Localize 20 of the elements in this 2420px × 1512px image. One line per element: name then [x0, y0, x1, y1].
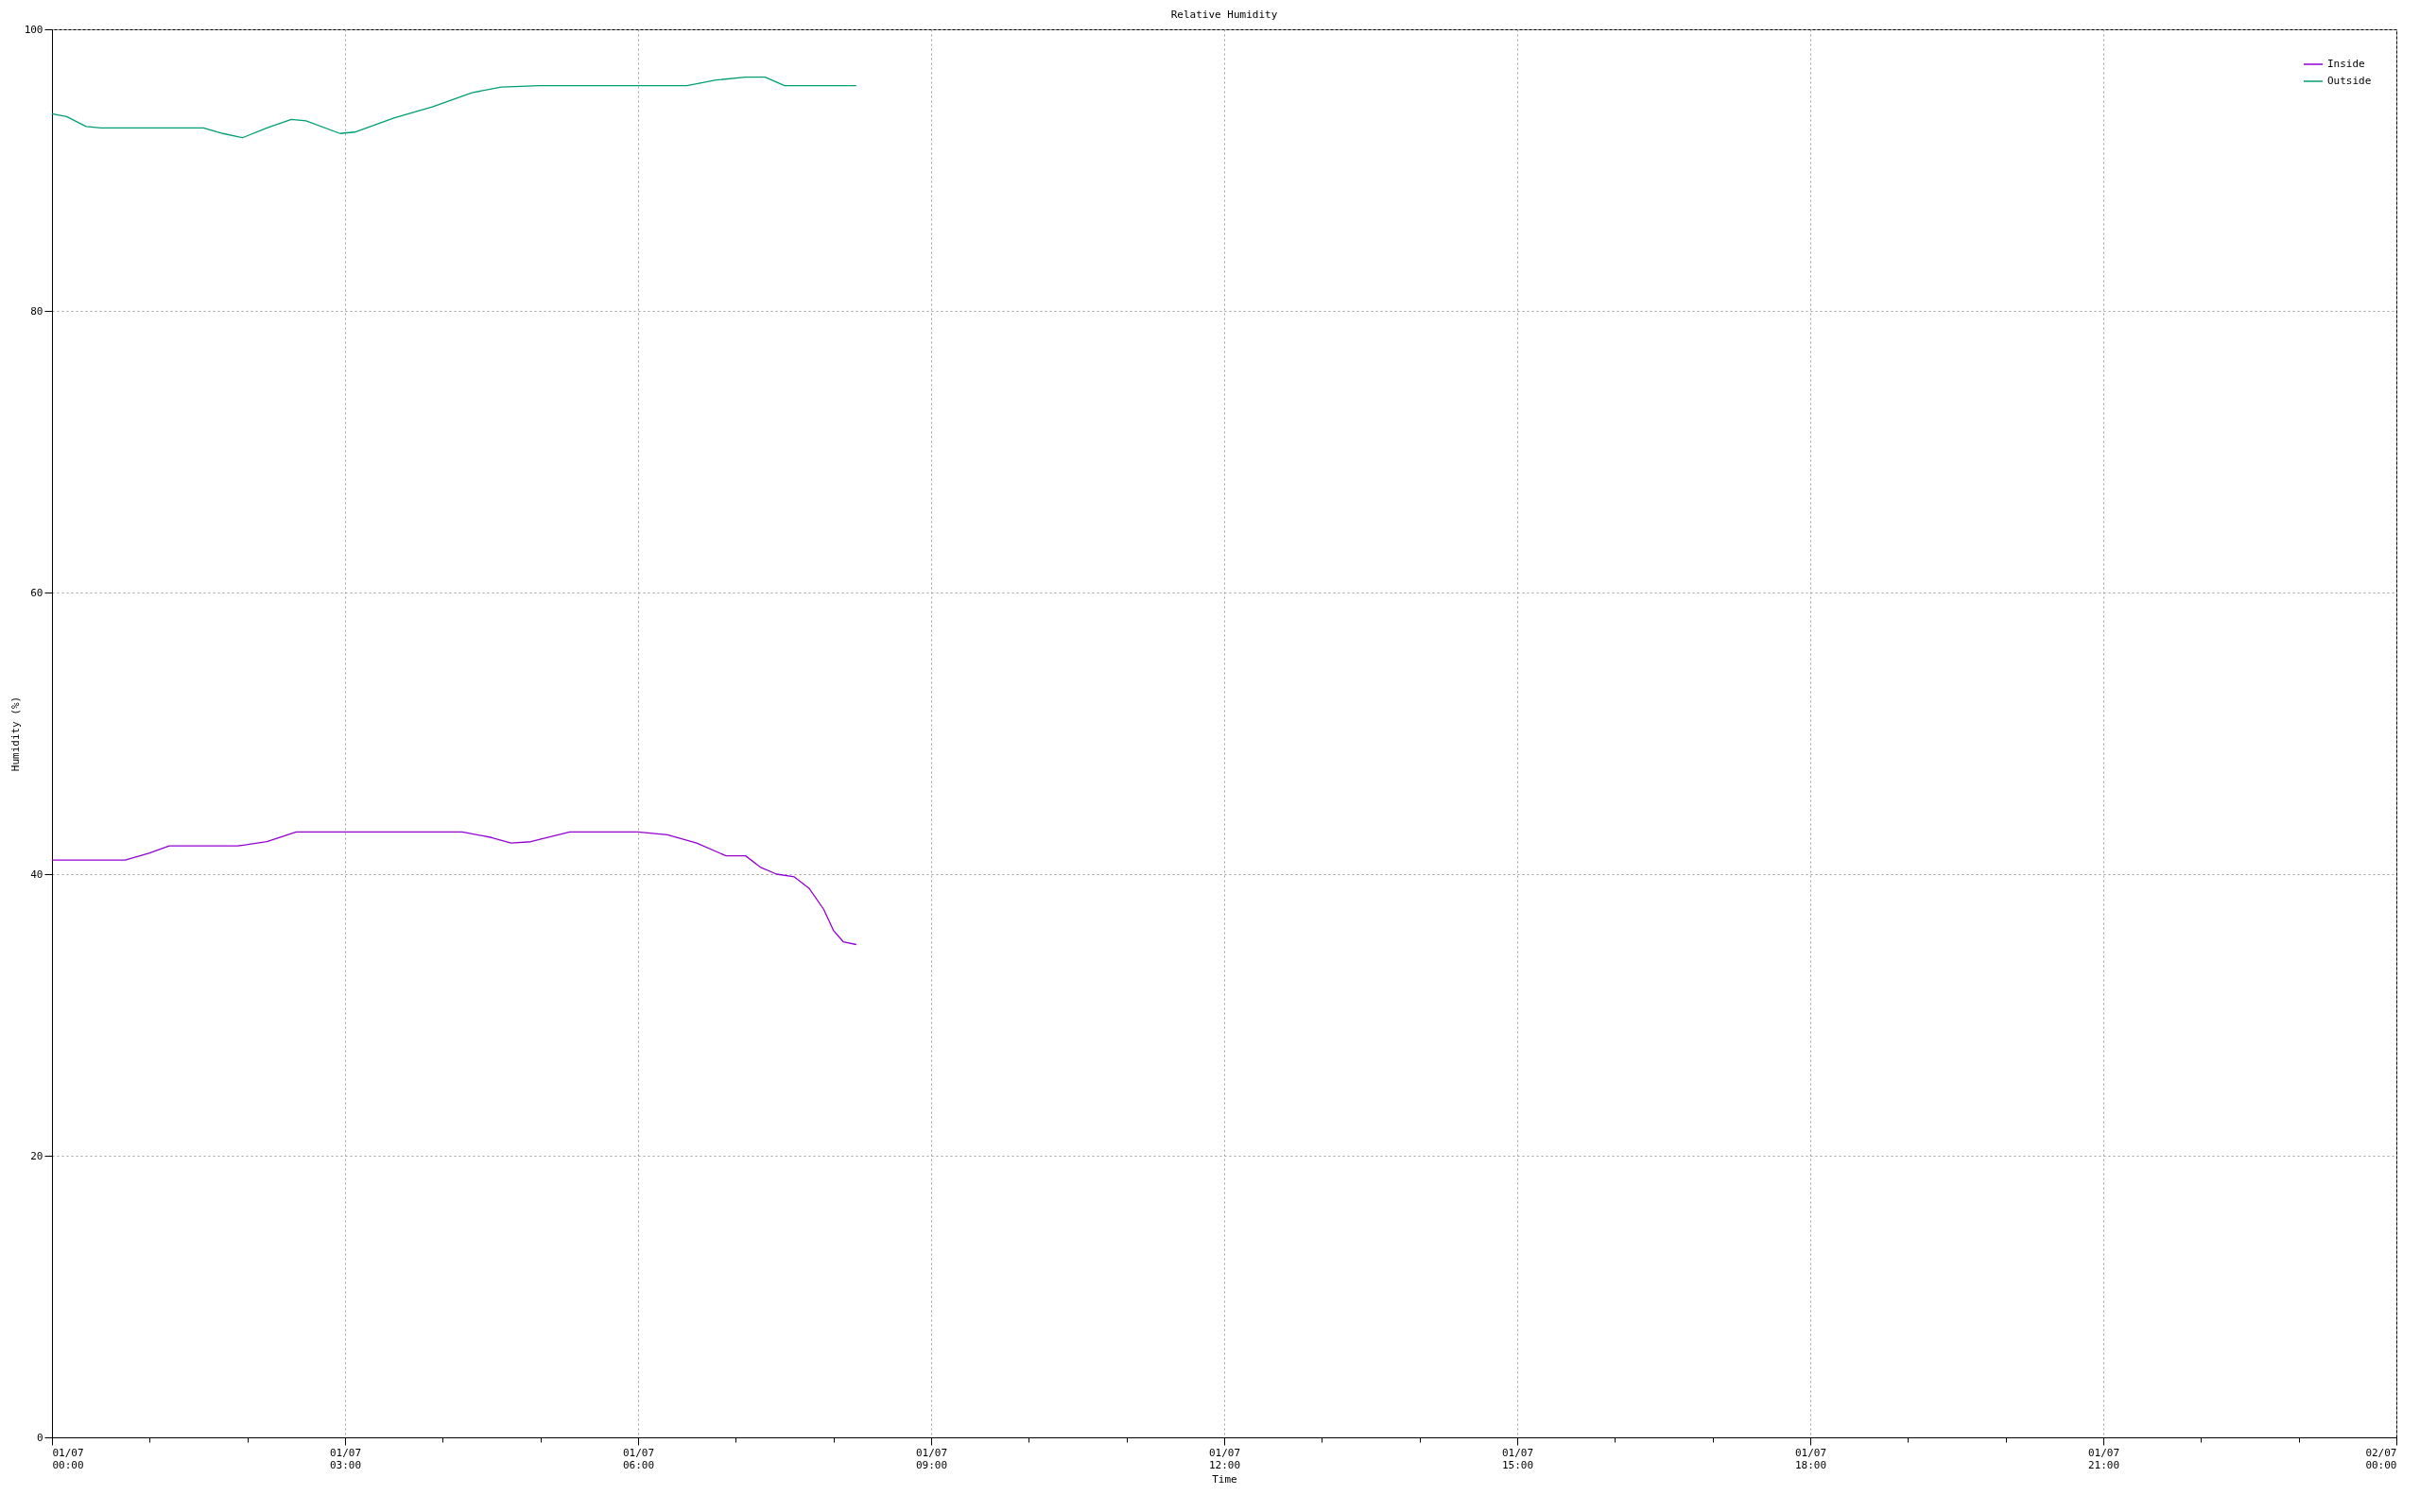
- chart-title: Relative Humidity: [1170, 9, 1278, 21]
- x-tick-label: 01/07 12:00: [1208, 1446, 1241, 1471]
- y-tick-label: 0: [36, 1431, 43, 1444]
- x-tick-label: 01/07 21:00: [2087, 1446, 2120, 1471]
- y-tick-label: 20: [30, 1149, 43, 1162]
- x-tick-label: 01/07 18:00: [1794, 1446, 1827, 1471]
- y-axis-title: Humidity (%): [9, 696, 22, 772]
- x-tick-label: 02/07 00:00: [2365, 1446, 2397, 1471]
- x-axis-title: Time: [1212, 1472, 1237, 1486]
- x-tick-label: 01/07 06:00: [622, 1446, 655, 1471]
- y-tick-label: 80: [30, 304, 43, 318]
- x-tick-label: 01/07 00:00: [52, 1446, 84, 1471]
- legend-label: Outside: [2327, 75, 2372, 87]
- y-tick-label: 40: [30, 868, 43, 881]
- legend-label: Inside: [2327, 58, 2365, 70]
- x-tick-label: 01/07 15:00: [1501, 1446, 1534, 1471]
- y-tick-label: 100: [24, 23, 43, 36]
- y-tick-label: 60: [30, 586, 43, 599]
- x-tick-label: 01/07 03:00: [329, 1446, 362, 1471]
- x-tick-label: 01/07 09:00: [915, 1446, 948, 1471]
